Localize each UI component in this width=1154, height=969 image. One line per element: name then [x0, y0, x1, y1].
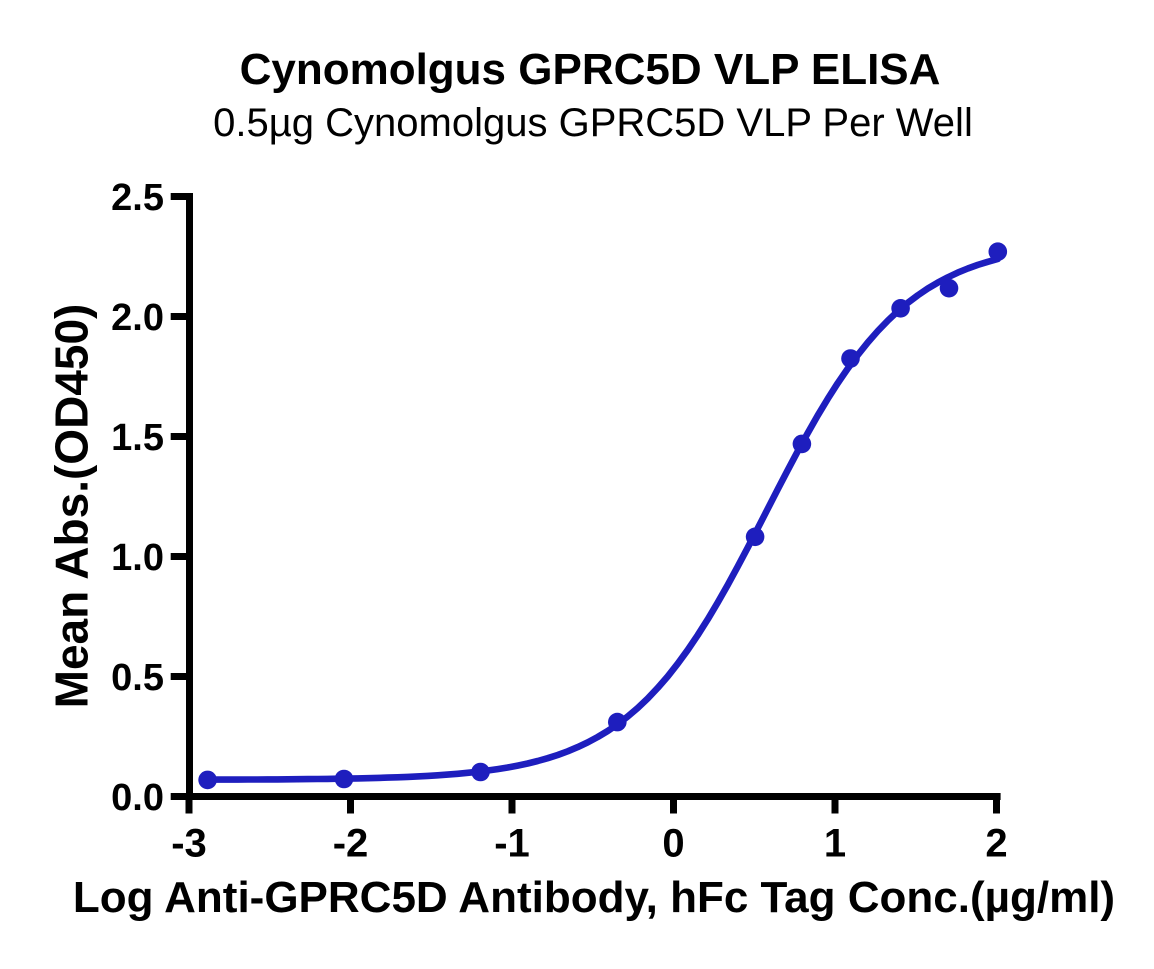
svg-text:1.0: 1.0: [111, 537, 164, 579]
svg-text:Mean Abs.(OD450): Mean Abs.(OD450): [46, 304, 98, 709]
svg-text:0.0: 0.0: [111, 777, 164, 819]
svg-text:Log Anti-GPRC5D Antibody, hFc: Log Anti-GPRC5D Antibody, hFc Tag Conc.(…: [73, 873, 1115, 922]
svg-text:1: 1: [824, 822, 846, 866]
svg-text:-2: -2: [333, 822, 369, 866]
svg-text:2.5: 2.5: [111, 177, 164, 219]
svg-text:-3: -3: [171, 822, 207, 866]
svg-text:-1: -1: [494, 822, 530, 866]
svg-text:0.5µg Cynomolgus GPRC5D VLP Pe: 0.5µg Cynomolgus GPRC5D VLP Per Well: [213, 101, 973, 145]
svg-text:0: 0: [662, 822, 684, 866]
svg-text:0.5: 0.5: [111, 657, 164, 699]
svg-text:Cynomolgus GPRC5D VLP ELISA: Cynomolgus GPRC5D VLP ELISA: [240, 45, 941, 94]
svg-text:2.0: 2.0: [111, 297, 164, 339]
svg-text:2: 2: [985, 822, 1007, 866]
svg-text:1.5: 1.5: [111, 417, 164, 459]
